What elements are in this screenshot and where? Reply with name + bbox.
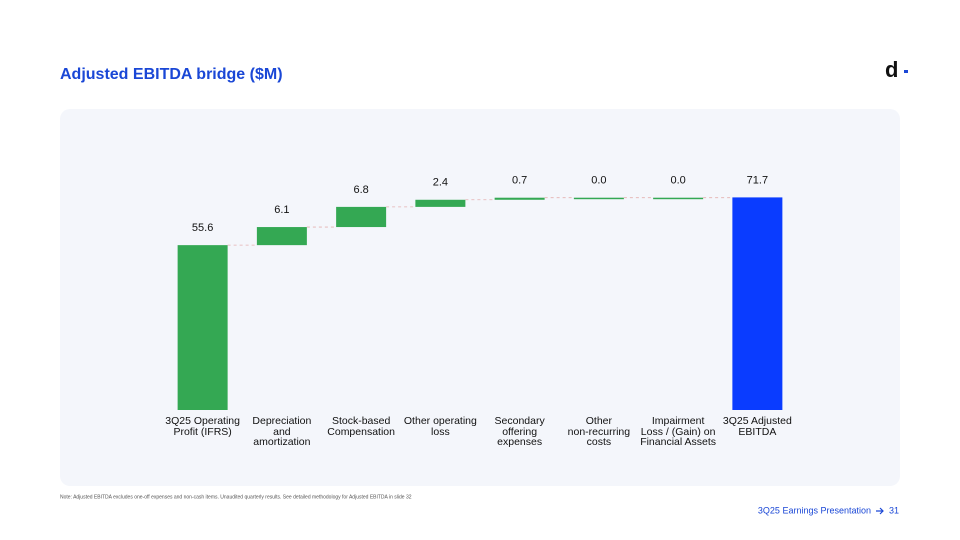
x-tick-label: Secondary offering expenses xyxy=(494,415,545,448)
x-tick-label: Depreciation and amortization xyxy=(252,415,312,448)
value-label: 55.6 xyxy=(192,222,213,234)
page-number: 31 xyxy=(889,505,899,515)
footnote: Note: Adjusted EBITDA excludes one-off e… xyxy=(60,494,412,500)
value-label: 2.4 xyxy=(433,177,448,189)
bar xyxy=(336,206,387,228)
bar xyxy=(653,197,704,200)
x-tick-label: 3Q25 Adjusted EBITDA xyxy=(722,415,792,438)
value-label: 0.7 xyxy=(512,175,527,187)
logo-dot xyxy=(904,70,908,73)
bar xyxy=(732,197,783,410)
value-label: 6.8 xyxy=(353,184,368,196)
value-label: 0.0 xyxy=(670,175,685,187)
bar xyxy=(177,245,228,410)
value-label: 6.1 xyxy=(274,204,289,216)
bar xyxy=(494,197,545,200)
x-tick-label: Impairment Loss / (Gain) on Financial As… xyxy=(640,415,717,448)
value-label: 71.7 xyxy=(747,174,768,186)
x-tick-label: Other non-recurring costs xyxy=(567,415,631,448)
x-tick-label: 3Q25 Operating Profit (IFRS) xyxy=(165,415,240,438)
slide-title: Adjusted EBITDA bridge ($M) xyxy=(60,66,283,83)
footer-arrow xyxy=(876,507,884,515)
value-label: 0.0 xyxy=(591,175,606,187)
x-tick-label: Stock-based Compensation xyxy=(327,415,395,438)
x-tick-label: Other operating loss xyxy=(403,415,477,438)
bar xyxy=(415,199,466,207)
panel xyxy=(60,109,900,486)
footer-text: 3Q25 Earnings Presentation xyxy=(758,505,871,515)
bar xyxy=(256,227,307,246)
bar xyxy=(573,197,624,200)
logo: d xyxy=(885,57,898,82)
